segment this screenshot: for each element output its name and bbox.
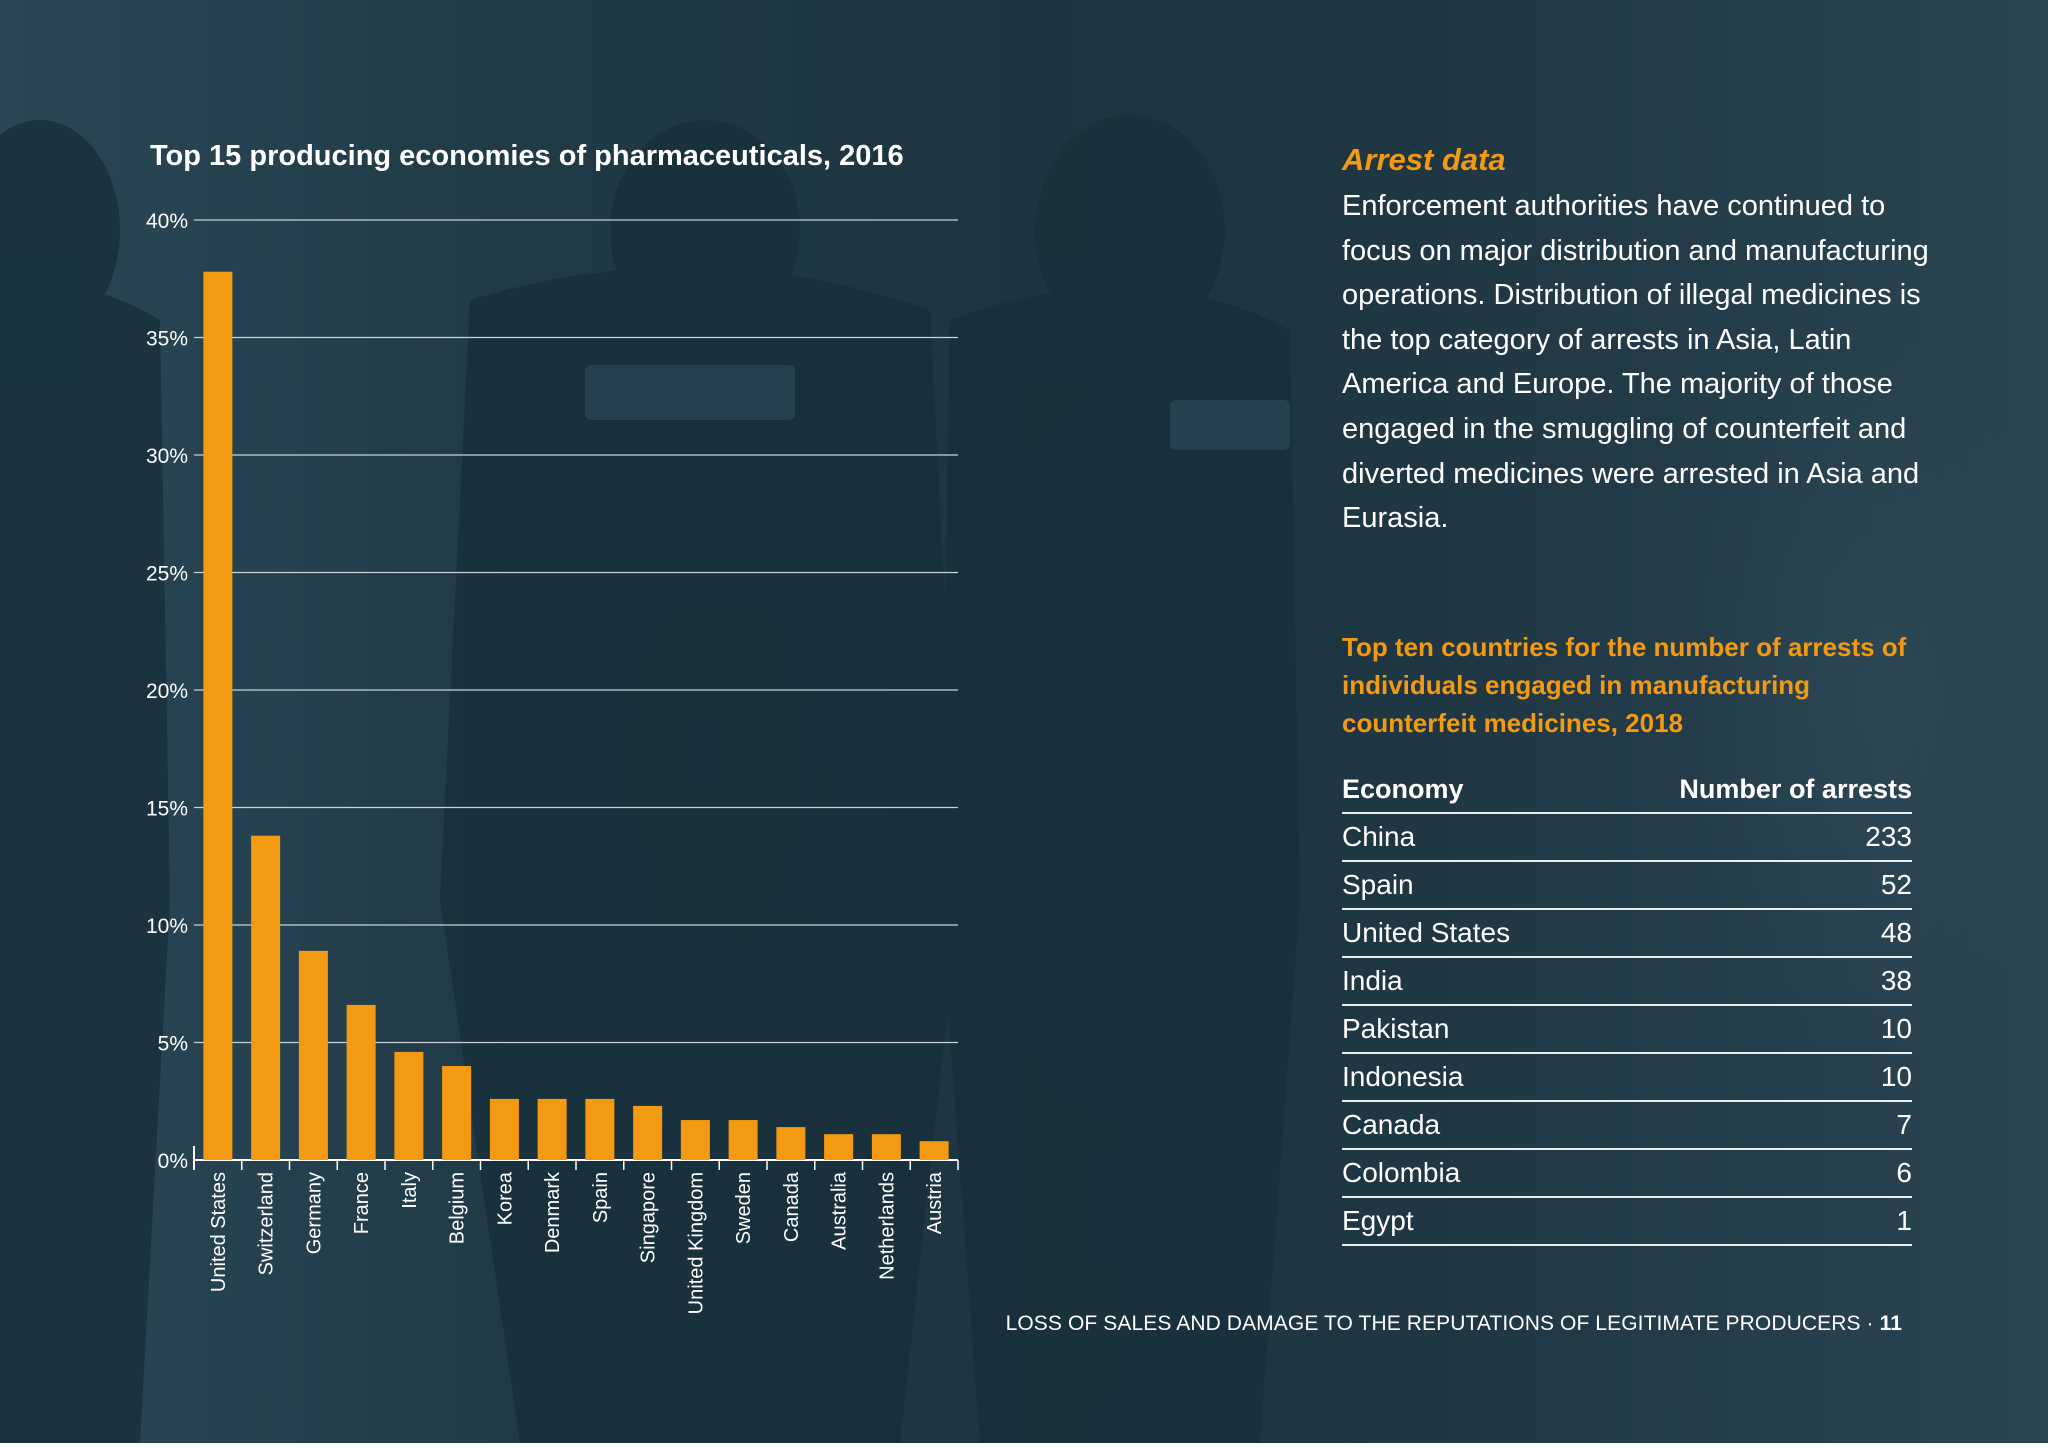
cell-economy: United States (1342, 909, 1582, 958)
cell-arrests: 7 (1581, 1101, 1912, 1150)
table-row: India 38 (1342, 957, 1912, 1006)
bar (489, 1098, 519, 1160)
table-row: Pakistan 10 (1342, 1005, 1912, 1054)
cell-arrests: 1 (1581, 1197, 1912, 1246)
table-row: Spain 52 (1342, 861, 1912, 910)
cell-arrests: 48 (1581, 909, 1912, 958)
y-tick-label: 20% (146, 680, 188, 703)
bar (203, 271, 233, 1160)
cell-arrests: 233 (1581, 813, 1912, 862)
y-tick-label: 35% (146, 328, 188, 351)
page-number: 11 (1879, 1312, 1902, 1335)
bar (776, 1127, 806, 1160)
cell-arrests: 52 (1581, 861, 1912, 910)
bar (919, 1141, 949, 1160)
x-tick-label: Italy (399, 1172, 421, 1209)
cell-economy: India (1342, 957, 1582, 1006)
table-row: China 233 (1342, 813, 1912, 862)
bar (251, 835, 281, 1160)
table-row: Colombia 6 (1342, 1149, 1912, 1198)
cell-economy: China (1342, 813, 1582, 862)
y-tick-label: 5% (158, 1033, 188, 1056)
y-tick-label: 25% (146, 563, 188, 586)
cell-economy: Pakistan (1342, 1005, 1582, 1054)
x-tick-label: Switzerland (256, 1172, 278, 1275)
cell-economy: Canada (1342, 1101, 1582, 1150)
x-tick-label: Australia (829, 1171, 851, 1250)
table-row: Canada 7 (1342, 1101, 1912, 1150)
x-tick-label: United States (208, 1172, 230, 1292)
x-tick-label: Spain (590, 1172, 612, 1223)
x-tick-label: Belgium (447, 1172, 469, 1244)
y-tick-label: 30% (146, 445, 188, 468)
cell-arrests: 10 (1581, 1005, 1912, 1054)
arrest-heading: Arrest data (1342, 142, 1506, 177)
cell-arrests: 6 (1581, 1149, 1912, 1198)
table-header-row: Economy Number of arrests (1342, 766, 1912, 814)
x-tick-label: Austria (924, 1171, 946, 1234)
bar (728, 1120, 758, 1160)
page-footer: LOSS OF SALES AND DAMAGE TO THE REPUTATI… (1006, 1312, 1902, 1336)
bar (585, 1098, 615, 1160)
bar (871, 1134, 901, 1160)
arrest-body-text: Enforcement authorities have continued t… (1342, 190, 1929, 535)
x-tick-label: Canada (781, 1171, 803, 1242)
y-tick-label: 15% (146, 798, 188, 821)
table-row: Indonesia 10 (1342, 1053, 1912, 1102)
table-row: United States 48 (1342, 909, 1912, 958)
cell-arrests: 38 (1581, 957, 1912, 1006)
x-tick-label: United Kingdom (685, 1172, 707, 1314)
x-tick-label: Germany (303, 1172, 325, 1254)
table-row: Egypt 1 (1342, 1197, 1912, 1246)
cell-arrests: 10 (1581, 1053, 1912, 1102)
y-tick-label: 40% (146, 210, 188, 233)
x-tick-label: Korea (494, 1171, 516, 1225)
chart-plot: 0% 5% 10% 15% 20% 25% 30% 35% 40% United States Sw… (146, 210, 959, 1314)
arrests-table: Economy Number of arrests China 233 Spai… (1342, 766, 1912, 1246)
x-tick-label: Denmark (542, 1171, 564, 1253)
bar (824, 1134, 854, 1160)
bar-chart: Top 15 producing economies of pharmaceut… (0, 0, 1000, 1443)
bar (442, 1066, 472, 1160)
chart-title: Top 15 producing economies of pharmaceut… (150, 140, 904, 172)
table-title: Top ten countries for the number of arre… (1342, 632, 1907, 738)
footer-text: LOSS OF SALES AND DAMAGE TO THE REPUTATI… (1005, 1312, 1880, 1335)
bar (633, 1105, 663, 1160)
cell-economy: Colombia (1342, 1149, 1582, 1198)
column-header-economy: Economy (1342, 766, 1582, 814)
bar (394, 1051, 424, 1160)
cell-economy: Egypt (1342, 1197, 1582, 1246)
x-tick-label: Netherlands (876, 1172, 898, 1280)
cell-economy: Indonesia (1342, 1053, 1582, 1102)
x-tick-label: France (351, 1172, 373, 1234)
bar (680, 1120, 710, 1160)
cell-economy: Spain (1342, 861, 1582, 910)
x-tick-label: Singapore (638, 1172, 660, 1263)
bar (298, 950, 328, 1160)
bar (537, 1098, 567, 1160)
bar (346, 1004, 376, 1160)
y-tick-label: 10% (146, 915, 188, 938)
column-header-arrests: Number of arrests (1581, 766, 1912, 814)
x-tick-label: Sweden (733, 1172, 755, 1244)
y-tick-label: 0% (158, 1150, 188, 1173)
